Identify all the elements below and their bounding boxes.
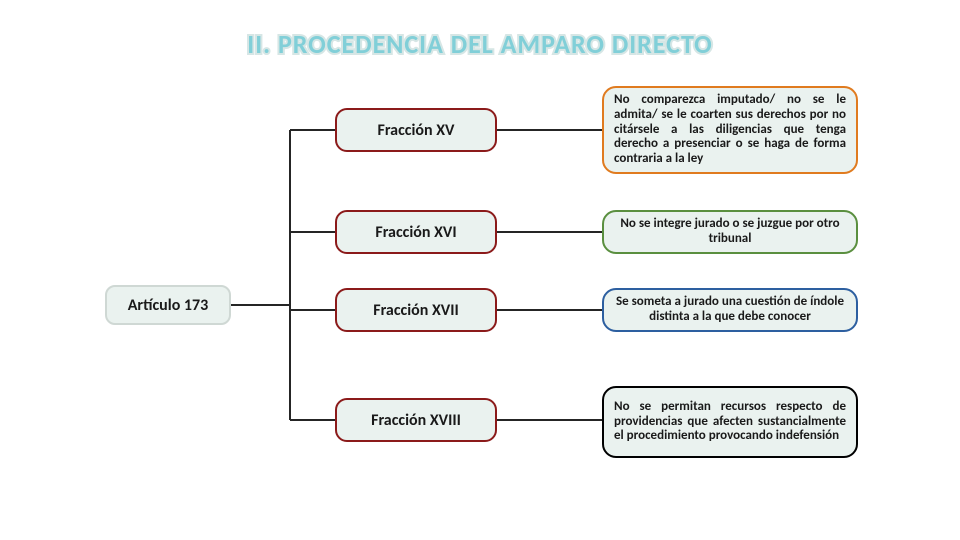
- fraccion-label: Fracción XVI: [375, 223, 456, 242]
- root-node-articulo-173: Artículo 173: [105, 285, 231, 325]
- page-title: II. PROCEDENCIA DEL AMPARO DIRECTO II. P…: [0, 28, 960, 60]
- fraccion-label: Fracción XVIII: [371, 411, 461, 430]
- connector-lines: [0, 0, 960, 540]
- node-fraccion-xviii: Fracción XVIII: [335, 398, 497, 442]
- node-fraccion-xvii: Fracción XVII: [335, 288, 497, 332]
- node-fraccion-xv: Fracción XV: [335, 108, 497, 152]
- desc-fraccion-xv: No comparezca imputado/ no se le admita/…: [602, 86, 858, 174]
- desc-fraccion-xvi: No se integre jurado o se juzgue por otr…: [602, 210, 858, 254]
- title-fill: II. PROCEDENCIA DEL AMPARO DIRECTO: [247, 28, 712, 60]
- desc-text: No se permitan recursos respecto de prov…: [614, 400, 846, 445]
- desc-text: No se integre jurado o se juzgue por otr…: [614, 217, 846, 247]
- fraccion-label: Fracción XVII: [373, 301, 459, 320]
- fraccion-label: Fracción XV: [378, 121, 455, 140]
- desc-text: Se someta a jurado una cuestión de índol…: [614, 295, 846, 325]
- desc-fraccion-xvii: Se someta a jurado una cuestión de índol…: [602, 288, 858, 332]
- desc-fraccion-xviii: No se permitan recursos respecto de prov…: [602, 386, 858, 458]
- node-fraccion-xvi: Fracción XVI: [335, 210, 497, 254]
- desc-text: No comparezca imputado/ no se le admita/…: [614, 93, 846, 168]
- root-label: Artículo 173: [128, 296, 209, 315]
